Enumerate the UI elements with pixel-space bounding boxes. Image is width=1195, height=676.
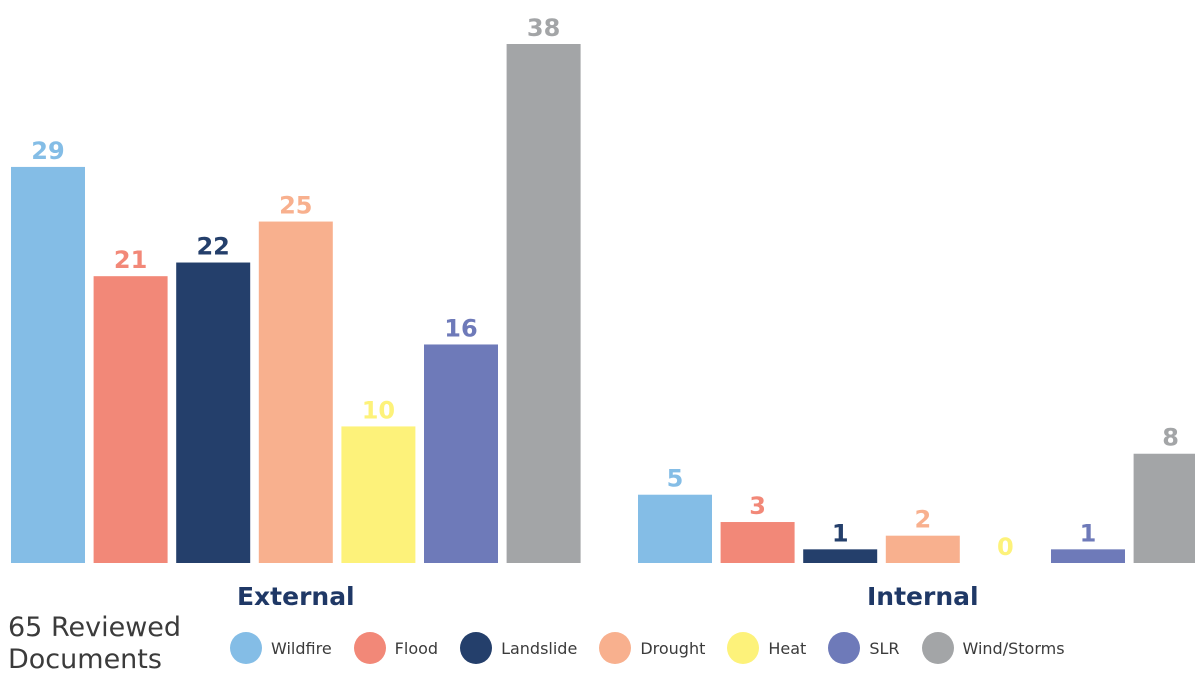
bar-internal-flood (720, 522, 795, 563)
bar-internal-slr (1051, 549, 1125, 563)
legend-item-heat: Heat (727, 632, 806, 664)
value-label-external-heat: 10 (362, 396, 395, 424)
value-label-external-drought: 25 (279, 192, 312, 220)
value-label-external-wind-storms: 38 (527, 14, 560, 42)
legend-item-wildfire: Wildfire (230, 632, 332, 664)
legend-item-landslide: Landslide (460, 632, 577, 664)
legend-swatch-wildfire (230, 632, 262, 664)
bar-external-wind-storms (506, 44, 581, 563)
legend-swatch-slr (828, 632, 861, 664)
value-label-external-landslide: 22 (196, 233, 229, 261)
reviewed-documents-count: 65 Reviewed Documents (8, 612, 182, 675)
legend-label-wind-storms: Wind/Storms (962, 638, 1065, 658)
legend-item-wind-storms: Wind/Storms (921, 632, 1065, 664)
value-label-internal-landslide: 1 (832, 519, 849, 547)
bar-external-wildfire (11, 166, 85, 563)
value-label-internal-wildfire: 5 (667, 465, 684, 493)
bar-external-flood (93, 276, 168, 563)
bar-external-slr (424, 344, 498, 563)
bar-external-heat (341, 426, 416, 563)
legend-label-heat: Heat (768, 638, 807, 658)
chart-legend: Wildfire Flood Landslide Drought Heat SLR Wind… (230, 630, 1087, 666)
legend-swatch-landslide (460, 632, 493, 664)
legend-swatch-flood (353, 632, 386, 664)
legend-swatch-heat (727, 632, 760, 664)
value-label-internal-wind-storms: 8 (1162, 424, 1179, 452)
value-label-external-slr: 16 (444, 314, 477, 342)
bar-internal-wind-storms (1133, 453, 1195, 563)
legend-swatch-wind-storms (921, 632, 954, 664)
bar-internal-landslide (803, 549, 878, 563)
value-label-internal-heat: 0 (997, 533, 1014, 561)
legend-label-wildfire: Wildfire (271, 638, 332, 658)
value-label-internal-flood: 3 (749, 492, 766, 520)
value-label-internal-slr: 1 (1080, 519, 1097, 547)
legend-label-flood: Flood (394, 638, 439, 658)
value-label-internal-drought: 2 (914, 506, 931, 534)
legend-item-drought: Drought (599, 632, 705, 664)
legend-label-slr: SLR (869, 638, 900, 658)
value-label-external-wildfire: 29 (31, 137, 64, 165)
legend-item-flood: Flood (353, 632, 439, 664)
legend-item-slr: SLR (828, 632, 900, 664)
value-label-external-flood: 21 (114, 246, 147, 274)
legend-label-landslide: Landslide (501, 638, 578, 658)
group-label-internal: Internal (867, 582, 979, 611)
bar-internal-drought (885, 535, 960, 563)
legend-label-drought: Drought (640, 638, 706, 658)
bar-external-drought (258, 221, 333, 564)
bar-external-landslide (176, 262, 251, 563)
group-label-external: External (237, 582, 355, 611)
legend-swatch-drought (599, 632, 632, 664)
bar-internal-wildfire (638, 494, 712, 563)
